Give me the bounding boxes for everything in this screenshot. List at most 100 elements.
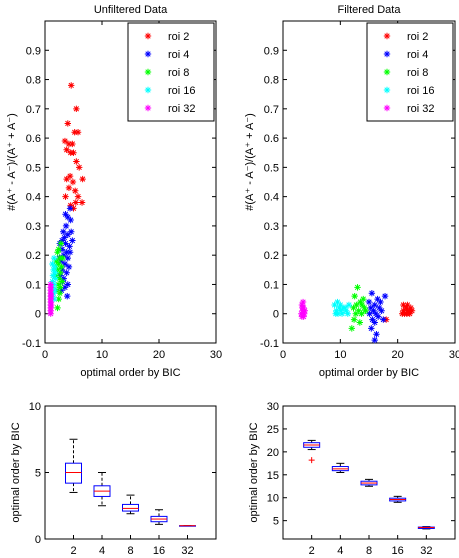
legend-entry: roi 2 (168, 31, 189, 43)
data-point (71, 129, 78, 136)
data-point (408, 307, 416, 314)
y-tick-label: 0.5 (26, 162, 41, 174)
data-point (67, 216, 74, 224)
data-point (56, 275, 63, 282)
data-point (59, 254, 66, 262)
scatter-chart-2: Filtered Data optimal order by BIC #(A⁺ - … (244, 4, 459, 379)
data-point (55, 295, 62, 303)
data-point (63, 175, 70, 183)
series-roi-8 (348, 284, 369, 332)
data-point (361, 304, 368, 312)
chart-title: Filtered Data (338, 4, 402, 16)
data-point (344, 310, 351, 317)
data-point (50, 266, 57, 274)
legend-entry: roi 16 (168, 85, 196, 97)
legend-entry: roi 8 (168, 67, 189, 79)
x-tick-label: 2 (70, 545, 76, 557)
legend-marker (383, 104, 391, 112)
x-axis-label: optimal order by BIC (319, 367, 419, 379)
data-point (66, 249, 74, 256)
y-axis-label: #(A⁺ - A⁻)/(A⁺ + A⁻) (6, 113, 18, 211)
data-point (374, 295, 381, 303)
data-point (369, 316, 376, 323)
data-point (400, 301, 407, 309)
y-tick-label: 25 (267, 424, 279, 436)
legend-marker (383, 68, 391, 76)
box-2 (65, 438, 82, 493)
data-point (367, 304, 374, 312)
data-point (402, 304, 409, 312)
x-tick-label: 20 (392, 349, 404, 361)
data-point (407, 304, 415, 312)
data-point (53, 257, 60, 265)
data-point (406, 310, 413, 317)
y-tick-label: 0.8 (26, 75, 41, 87)
y-tick-label: 15 (267, 470, 279, 482)
y-tick-label: 0.9 (264, 45, 279, 57)
data-point (350, 316, 358, 323)
data-point (355, 307, 362, 314)
y-tick-label: 5 (35, 468, 41, 480)
data-point (366, 310, 373, 317)
data-point (351, 292, 358, 300)
data-point (58, 266, 66, 274)
series-roi-32 (298, 298, 308, 320)
box-4 (93, 472, 111, 507)
data-point (56, 290, 64, 297)
data-point (55, 260, 62, 268)
data-point (49, 260, 56, 268)
data-point (60, 251, 68, 259)
data-point (52, 269, 59, 276)
data-point (337, 307, 345, 314)
data-point (298, 301, 306, 309)
y-axis-label: optimal order by BIC (248, 422, 260, 522)
data-point (373, 331, 380, 338)
legend-marker (383, 86, 391, 94)
y-tick-label: 0.6 (26, 133, 41, 145)
data-point (352, 310, 360, 317)
data-point (353, 301, 360, 309)
data-point (70, 149, 77, 156)
box-2 (303, 439, 321, 464)
x-axis-label: optimal order by BIC (80, 367, 180, 379)
data-point (404, 307, 412, 314)
data-point (62, 193, 69, 200)
data-point (58, 263, 65, 271)
y-tick-label: 0.1 (264, 279, 279, 291)
y-tick-label: 0.8 (264, 75, 279, 87)
x-tick-label: 4 (99, 545, 105, 557)
box-16 (150, 509, 168, 525)
y-tick-label: 0.4 (26, 192, 41, 204)
y-tick-label: 0.3 (26, 221, 41, 233)
data-point (368, 325, 375, 332)
y-tick-label: 10 (29, 401, 41, 413)
data-point (371, 319, 378, 326)
data-point (362, 307, 369, 314)
data-point (47, 310, 54, 317)
data-point (348, 325, 355, 332)
box-8 (360, 478, 378, 487)
box-32 (179, 525, 196, 527)
y-tick-label: 0.6 (264, 133, 279, 145)
series-roi-16 (331, 298, 353, 317)
data-point (333, 307, 340, 314)
data-point (64, 254, 71, 262)
data-point (380, 316, 387, 323)
x-tick-label: 16 (153, 545, 165, 557)
y-tick-label: 0.3 (264, 221, 279, 233)
data-point (60, 228, 67, 235)
box-body (65, 462, 82, 484)
y-tick-label: 30 (267, 401, 279, 413)
legend-entry: roi 32 (168, 103, 196, 115)
data-point (73, 105, 80, 113)
data-point (350, 304, 357, 312)
legend-box (127, 22, 215, 122)
data-point (368, 290, 376, 297)
data-point (371, 301, 378, 309)
y-tick-label: 5 (273, 516, 279, 528)
data-point (365, 298, 373, 306)
y-tick-label: 0.4 (264, 192, 279, 204)
data-point (51, 287, 58, 294)
data-point (370, 307, 377, 314)
